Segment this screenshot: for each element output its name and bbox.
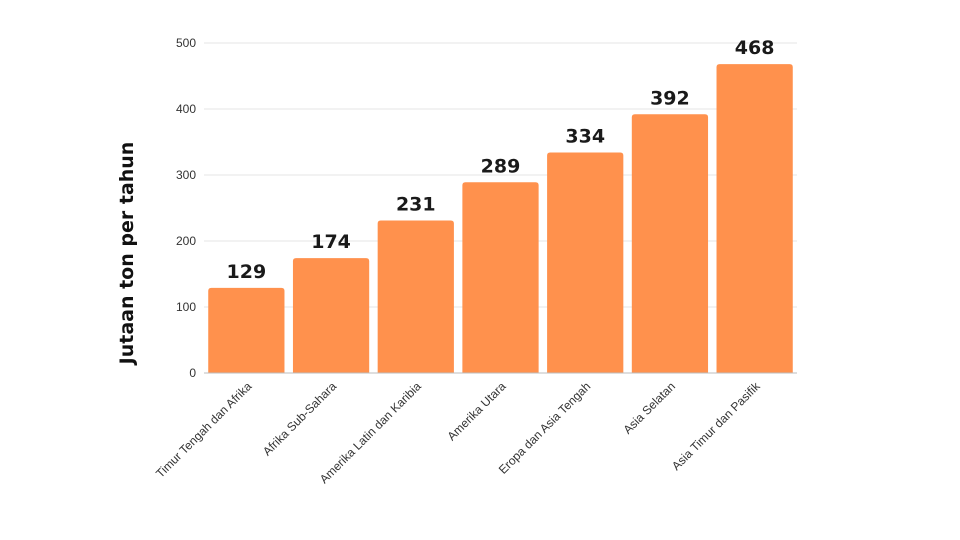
x-category-label: Eropa dan Asia Tengah <box>496 379 594 477</box>
y-axis-title: Jutaan ton per tahun <box>116 142 138 367</box>
y-tick-label: 300 <box>176 168 196 182</box>
y-tick-label: 0 <box>189 366 196 380</box>
bar <box>631 114 709 373</box>
y-tick-label: 500 <box>176 36 196 50</box>
bar-value-label: 129 <box>227 261 267 283</box>
x-category-label: Timur Tengah dan Afrika <box>153 379 255 481</box>
y-tick-label: 400 <box>176 102 196 116</box>
bar <box>292 258 370 373</box>
bar-value-label: 334 <box>565 126 605 148</box>
x-category-label: Asia Timur dan Pasifik <box>669 379 764 474</box>
bar <box>377 220 454 373</box>
bars <box>208 64 793 374</box>
bar-value-label: 231 <box>396 194 436 216</box>
y-tick-label: 200 <box>176 234 196 248</box>
y-tick-label: 100 <box>176 300 196 314</box>
bar <box>208 287 285 373</box>
bar-value-label: 392 <box>650 87 690 109</box>
bar-value-label: 289 <box>481 155 521 177</box>
x-category-label: Amerika Utara <box>444 379 508 443</box>
x-category-label: Afrika Sub-Sahara <box>260 379 339 458</box>
x-category-label: Asia Selatan <box>620 379 678 437</box>
y-axis-ticks: 0 100 200 300 400 500 <box>176 36 196 380</box>
value-labels: 129 174 231 289 334 392 468 <box>227 37 775 283</box>
bar-value-label: 174 <box>311 231 351 253</box>
x-axis-labels: Timur Tengah dan Afrika Afrika Sub-Sahara… <box>153 379 763 487</box>
bar <box>716 64 793 374</box>
bar-value-label: 468 <box>735 37 775 59</box>
bar <box>462 182 539 373</box>
bar <box>547 152 624 373</box>
